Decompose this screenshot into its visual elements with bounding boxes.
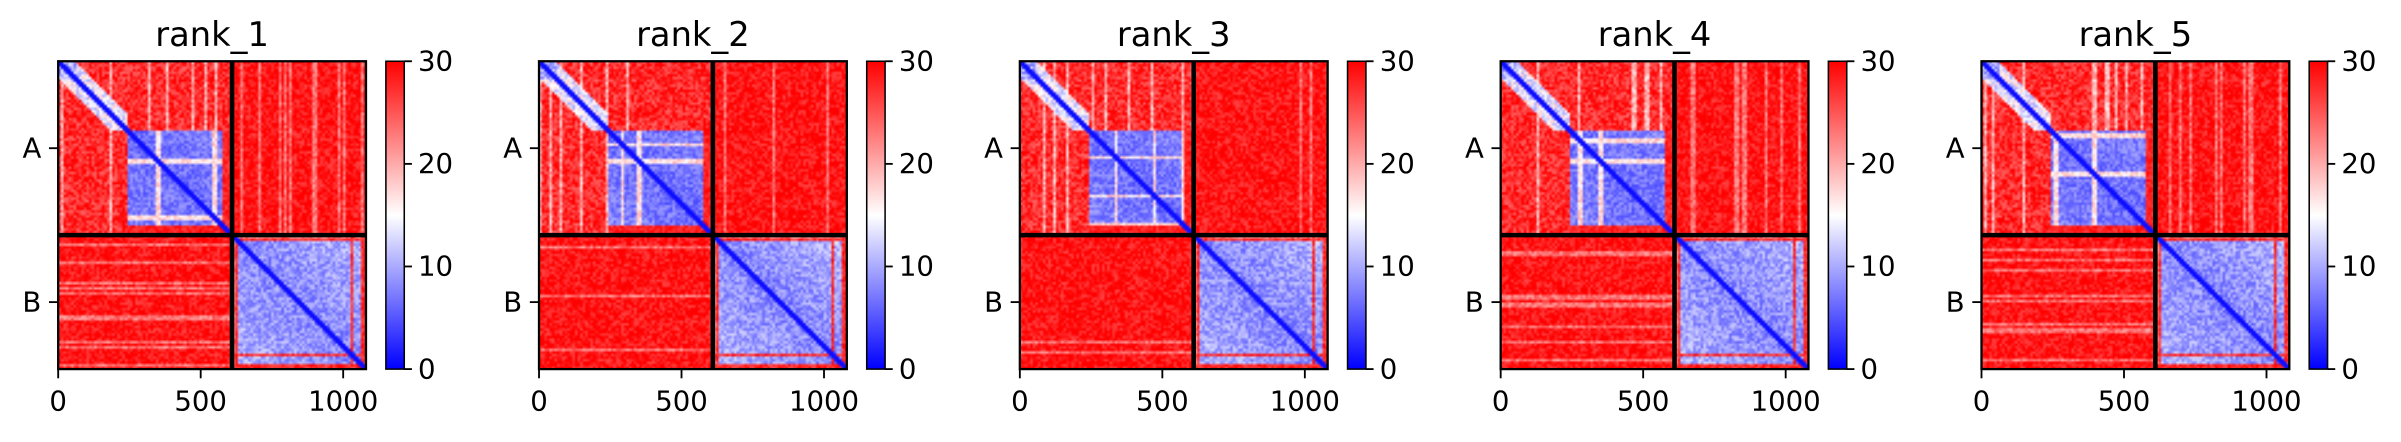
axes-frame — [537, 60, 848, 371]
colorbar-tick-label: 20 — [899, 148, 934, 180]
colorbar-tick-label: 20 — [1380, 148, 1415, 180]
colorbar-tick-label: 20 — [1861, 148, 1896, 180]
pae-heatmap — [1500, 61, 1809, 370]
pae-heatmap — [1019, 61, 1328, 370]
y-tick-label: B — [1465, 286, 1484, 318]
x-tick-label: 500 — [2098, 385, 2151, 417]
axes-frame — [1980, 60, 2291, 371]
x-tick-label: 0 — [1011, 385, 1029, 417]
colorbar-tick-label: 30 — [1380, 45, 1415, 77]
y-tick-label: B — [22, 286, 41, 318]
y-tick-label: B — [984, 286, 1003, 318]
panel-title: rank_3 — [1117, 15, 1231, 54]
colorbar-tick-label: 30 — [418, 45, 453, 77]
y-tick-label: A — [984, 132, 1003, 164]
y-tick-label: A — [22, 132, 41, 164]
panel-2: rank_2 0 500 1000 A B 0 10 20 30 — [503, 15, 934, 417]
y-tick-label: B — [503, 286, 522, 318]
x-tick-label: 0 — [530, 385, 548, 417]
pae-heatmap — [58, 61, 366, 370]
colorbar-tick-label: 20 — [2341, 148, 2376, 180]
x-tick-label: 1000 — [2231, 385, 2301, 417]
axes-frame — [57, 60, 368, 371]
colorbar-frame — [1827, 60, 1848, 370]
colorbar-tick-label: 10 — [899, 251, 934, 283]
x-tick-label: 1000 — [1270, 385, 1340, 417]
x-tick-label: 500 — [1136, 385, 1189, 417]
colorbar-tick-label: 20 — [418, 148, 453, 180]
colorbar-frame — [385, 60, 406, 370]
x-tick-label: 0 — [1492, 385, 1510, 417]
x-tick-label: 1000 — [1751, 385, 1821, 417]
colorbar-tick-label: 0 — [1861, 353, 1879, 385]
y-tick-label: A — [1946, 132, 1965, 164]
panel-1: rank_1 0 500 1000 A B 0 10 20 30 — [22, 15, 453, 417]
colorbar-tick-label: 10 — [1380, 251, 1415, 283]
colorbar — [866, 61, 886, 370]
colorbar-tick-label: 0 — [899, 353, 917, 385]
x-tick-label: 1000 — [789, 385, 859, 417]
colorbar — [2309, 61, 2328, 370]
axes-frame — [1018, 60, 1329, 371]
colorbar — [1347, 61, 1366, 370]
colorbar-tick-label: 30 — [1861, 45, 1896, 77]
panel-5: rank_5 0 500 1000 A B 0 10 20 30 — [1946, 15, 2377, 417]
x-tick-label: 0 — [1973, 385, 1991, 417]
colorbar-tick-label: 0 — [2341, 353, 2359, 385]
panel-title: rank_1 — [155, 15, 269, 54]
panel-title: rank_2 — [636, 15, 750, 54]
colorbar-frame — [865, 60, 886, 370]
colorbar-tick-label: 10 — [418, 251, 453, 283]
x-tick-label: 0 — [49, 385, 67, 417]
panel-3: rank_3 0 500 1000 A B 0 10 20 30 — [984, 15, 1415, 417]
colorbar-tick-label: 0 — [418, 353, 436, 385]
x-tick-label: 500 — [655, 385, 708, 417]
colorbar — [1828, 61, 1847, 370]
colorbar — [385, 61, 405, 370]
y-tick-label: B — [1946, 286, 1965, 318]
panel-title: rank_4 — [1598, 15, 1712, 54]
pae-heatmap — [1981, 61, 2290, 370]
y-tick-label: A — [503, 132, 522, 164]
colorbar-frame — [1346, 60, 1367, 370]
x-tick-label: 1000 — [308, 385, 378, 417]
colorbar-frame — [2308, 60, 2329, 370]
y-tick-label: A — [1465, 132, 1484, 164]
colorbar-tick-label: 10 — [2341, 251, 2376, 283]
colorbar-tick-label: 0 — [1380, 353, 1398, 385]
x-tick-label: 500 — [174, 385, 227, 417]
panel-title: rank_5 — [2079, 15, 2193, 54]
pae-heatmap — [539, 61, 847, 370]
x-tick-label: 500 — [1617, 385, 1670, 417]
panel-4: rank_4 0 500 1000 A B 0 10 20 30 — [1465, 15, 1896, 417]
axes-frame — [1499, 60, 1810, 371]
colorbar-tick-label: 30 — [2341, 45, 2376, 77]
colorbar-tick-label: 30 — [899, 45, 934, 77]
colorbar-tick-label: 10 — [1861, 251, 1896, 283]
